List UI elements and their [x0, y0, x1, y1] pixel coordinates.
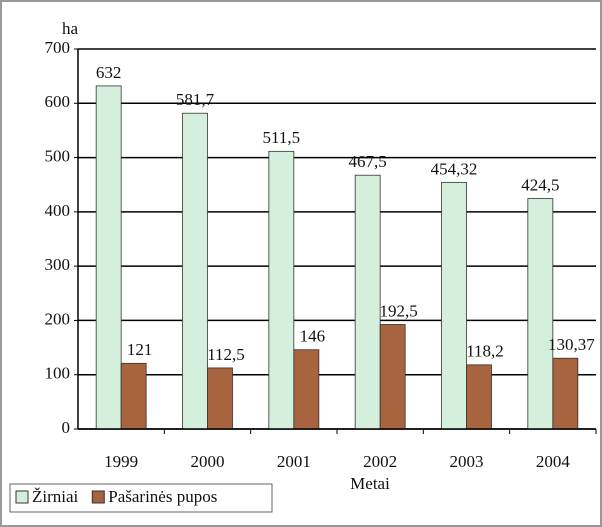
bar: [527, 198, 554, 430]
x-tick-label: 2004: [536, 452, 571, 471]
x-tick-label: 2000: [191, 452, 225, 471]
x-tick-label: 2002: [363, 452, 397, 471]
value-label: 130,37: [548, 335, 595, 354]
y-tick-label: 400: [45, 201, 71, 220]
bar: [268, 150, 295, 430]
bar: [354, 174, 381, 430]
bar: [293, 349, 320, 430]
value-label: 146: [300, 327, 326, 346]
bar: [207, 367, 233, 430]
bar: [379, 324, 406, 430]
value-label: 581,7: [176, 90, 215, 109]
legend-box: [9, 483, 273, 513]
legend-label: Žirniai: [32, 487, 79, 506]
legend-swatch: [91, 490, 105, 504]
y-tick-label: 100: [45, 364, 71, 383]
y-tick-label: 300: [45, 255, 71, 274]
y-tick-label: 500: [45, 146, 71, 165]
value-label: 424,5: [521, 175, 559, 194]
y-tick-label: 700: [45, 38, 71, 57]
x-tick-label: 2003: [450, 452, 484, 471]
legend-swatch: [15, 490, 29, 504]
value-label: 632: [96, 63, 122, 82]
bar: [120, 362, 147, 430]
x-tick-label: 2001: [277, 452, 311, 471]
value-label: 112,5: [207, 345, 245, 364]
bar: [466, 364, 492, 430]
y-axis-label: ha: [62, 19, 79, 38]
value-label: 511,5: [263, 128, 301, 147]
bar: [441, 181, 467, 430]
bar: [95, 85, 122, 430]
value-label: 118,2: [466, 342, 504, 361]
value-label: 454,32: [431, 159, 478, 178]
value-label: 121: [127, 340, 153, 359]
x-tick-label: 1999: [104, 452, 138, 471]
legend-label: Pašarinės pupos: [108, 487, 217, 506]
y-tick-label: 200: [45, 309, 71, 328]
bar: [552, 357, 579, 430]
y-tick-label: 600: [45, 92, 71, 111]
bar: [182, 112, 208, 430]
y-tick-label: 0: [62, 418, 71, 437]
value-label: 467,5: [349, 152, 387, 171]
value-label: 192,5: [380, 301, 418, 320]
x-axis-label: Metai: [350, 474, 390, 493]
